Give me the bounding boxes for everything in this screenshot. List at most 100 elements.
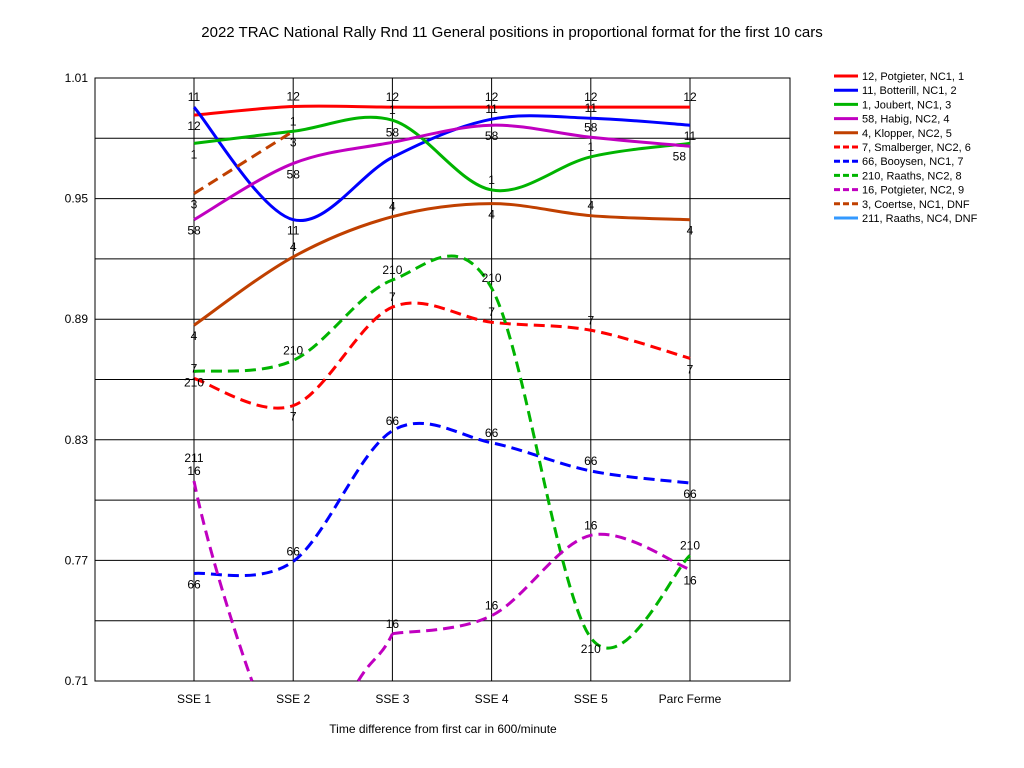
data-label: 1: [587, 140, 594, 154]
legend: 12, Potgieter, NC1, 1 11, Botterill, NC1,…: [834, 71, 978, 225]
data-label: 12: [584, 90, 598, 104]
data-label: 58: [673, 149, 687, 163]
legend-item: 1, Joubert, NC1, 3: [834, 99, 951, 111]
data-label: 12: [386, 90, 400, 104]
data-label: 58: [584, 120, 598, 134]
data-label: 1: [290, 114, 297, 128]
legend-item: 11, Botterill, NC1, 2: [834, 85, 957, 97]
data-label: 4: [290, 240, 297, 254]
data-label: 3: [191, 198, 198, 212]
y-tick-label: 0.83: [65, 433, 89, 447]
series-line: [193, 202, 691, 327]
legend-item: 58, Habig, NC2, 4: [834, 114, 949, 126]
data-label: 58: [187, 224, 201, 238]
y-axis-ticks: 1.01 0.95 0.89 0.83 0.77 0.71: [65, 71, 89, 688]
series-line: [193, 115, 691, 193]
legend-item: 12, Potgieter, NC1, 1: [834, 71, 964, 83]
data-label: 11: [585, 101, 598, 115]
data-label: 1: [191, 147, 198, 161]
series-layer: [192, 104, 692, 682]
x-axis-ticks: SSE 1 SSE 2 SSE 3 SSE 4 SSE 5 Parc Ferme: [177, 692, 722, 706]
x-axis-title: Time difference from first car in 600/mi…: [329, 722, 557, 736]
series-line: [193, 129, 294, 195]
data-label: 12: [683, 90, 697, 104]
legend-label: 11, Botterill, NC1, 2: [862, 85, 957, 97]
data-label: 7: [191, 361, 198, 375]
series-line: [193, 254, 692, 650]
legend-label: 211, Raaths, NC4, DNF: [862, 213, 978, 225]
data-label: 11: [188, 90, 201, 104]
legend-label: 7, Smalberger, NC2, 6: [862, 142, 971, 154]
legend-label: 4, Klopper, NC2, 5: [862, 128, 952, 140]
data-label: 210: [581, 642, 601, 656]
data-label: 4: [587, 199, 594, 213]
x-tick-label: SSE 5: [574, 692, 608, 706]
series-line: [356, 633, 394, 682]
data-label: 16: [584, 518, 598, 532]
y-tick-label: 0.71: [65, 674, 89, 688]
y-tick-label: 0.89: [65, 312, 89, 326]
series-58: [193, 123, 691, 222]
data-label: 16: [187, 464, 201, 478]
data-label: 210: [382, 263, 402, 277]
data-label: 211: [184, 451, 203, 465]
chart-title: 2022 TRAC National Rally Rnd 11 General …: [201, 24, 823, 41]
data-label: 66: [386, 414, 400, 428]
data-label: 4: [191, 329, 198, 343]
data-label: 3: [290, 135, 297, 149]
y-tick-label: 0.95: [65, 192, 89, 206]
data-label: 66: [683, 487, 697, 501]
legend-item: 211, Raaths, NC4, DNF: [834, 213, 978, 225]
series-1: [193, 115, 691, 193]
legend-label: 16, Potgieter, NC2, 9: [862, 185, 964, 197]
legend-label: 58, Habig, NC2, 4: [862, 114, 949, 126]
data-label: 4: [389, 200, 396, 214]
x-tick-label: SSE 2: [276, 692, 310, 706]
legend-item: 3, Coertse, NC1, DNF: [834, 199, 970, 211]
x-tick-label: SSE 3: [375, 692, 409, 706]
data-label: 58: [485, 129, 499, 143]
data-label: 12: [287, 90, 301, 104]
data-label: 58: [287, 167, 301, 181]
series-3: [193, 129, 294, 195]
data-label: 1: [389, 103, 396, 117]
legend-label: 3, Coertse, NC1, DNF: [862, 199, 970, 211]
y-tick-label: 1.01: [65, 71, 89, 85]
data-label: 7: [587, 313, 594, 327]
series-line: [193, 104, 690, 117]
data-label: 66: [187, 577, 201, 591]
data-label: 11: [485, 102, 498, 116]
series-line: [192, 480, 254, 682]
data-label: 12: [485, 90, 499, 104]
data-label: 16: [485, 599, 499, 613]
legend-label: 66, Booysen, NC1, 7: [862, 156, 964, 168]
x-tick-label: Parc Ferme: [659, 692, 722, 706]
legend-item: 16, Potgieter, NC2, 9: [834, 185, 964, 197]
series-line: [193, 421, 691, 578]
legend-item: 7, Smalberger, NC2, 6: [834, 142, 971, 154]
data-label: 210: [482, 271, 502, 285]
series-12: [193, 104, 690, 117]
data-label: 4: [687, 224, 694, 238]
data-label: 210: [283, 343, 303, 357]
series-4: [193, 202, 691, 327]
legend-label: 210, Raaths, NC2, 8: [862, 170, 962, 182]
data-label: 16: [386, 617, 400, 631]
grid-layer: [94, 77, 791, 682]
series-210: [193, 254, 692, 650]
data-label: 11: [684, 129, 697, 143]
series-66: [193, 421, 691, 578]
legend-item: 66, Booysen, NC1, 7: [834, 156, 964, 168]
series-line: [392, 532, 691, 636]
data-label: 66: [584, 454, 598, 468]
data-label: 4: [488, 208, 495, 222]
legend-label: 12, Potgieter, NC1, 1: [862, 71, 964, 83]
series-line: [193, 123, 691, 222]
series-11: [192, 106, 691, 223]
data-label: 210: [680, 538, 700, 552]
legend-item: 4, Klopper, NC2, 5: [834, 128, 952, 140]
series-line: [192, 106, 691, 223]
data-label: 1: [488, 173, 495, 187]
data-label: 7: [687, 362, 694, 376]
